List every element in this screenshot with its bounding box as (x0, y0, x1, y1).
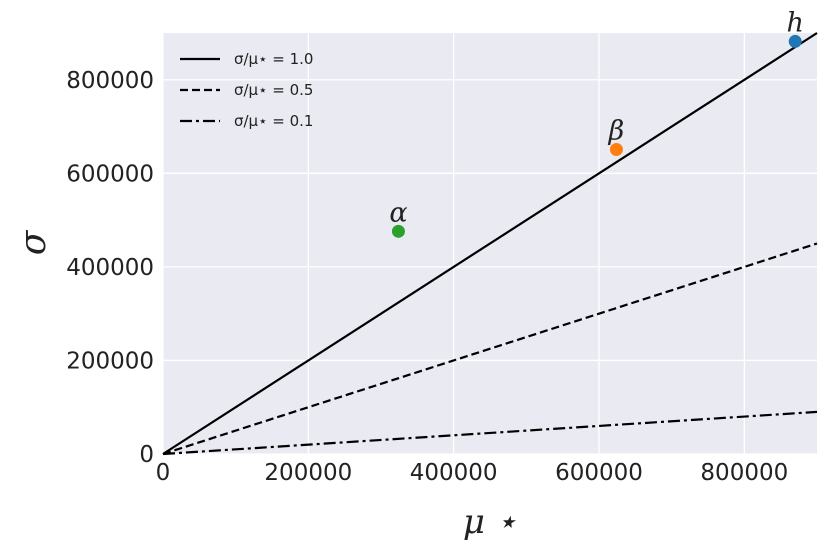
y-tick-label-2: 400000 (66, 255, 154, 281)
x-tick-label-4: 800000 (700, 460, 788, 486)
point-label-2: α (389, 197, 407, 228)
point-label-1: β (608, 115, 625, 146)
data-point-0 (788, 34, 802, 48)
y-axis-label: σ (13, 229, 54, 255)
reference-lines (162, 32, 818, 456)
data-point-2 (391, 224, 405, 238)
reference-line-dashdot (162, 410, 818, 456)
data-point-1 (609, 142, 623, 156)
point-label-0: h (787, 7, 804, 38)
x-tick-label-2: 400000 (410, 460, 498, 486)
reference-line-solid (162, 32, 818, 455)
legend-label-2: σ/μ⋆ = 0.1 (234, 112, 313, 130)
x-axis-label: μ ⋆ (463, 502, 517, 542)
legend: σ/μ⋆ = 1.0 σ/μ⋆ = 0.5 σ/μ⋆ = 0.1 (180, 50, 313, 130)
legend-label-0: σ/μ⋆ = 1.0 (234, 50, 313, 68)
y-tick-label-1: 200000 (66, 348, 154, 374)
y-axis-ticks: 0 200000 400000 600000 800000 (66, 68, 154, 468)
data-points (391, 34, 802, 238)
legend-label-1: σ/μ⋆ = 0.5 (234, 81, 313, 99)
y-tick-label-3: 600000 (66, 161, 154, 187)
x-tick-label-1: 200000 (264, 460, 352, 486)
grid (162, 33, 817, 455)
y-tick-label-4: 800000 (66, 68, 154, 94)
point-labels: h β α (389, 7, 804, 228)
y-tick-label-0: 0 (139, 442, 154, 468)
x-tick-label-0: 0 (156, 460, 171, 486)
x-tick-label-3: 600000 (555, 460, 643, 486)
x-axis-ticks: 0 200000 400000 600000 800000 (156, 460, 789, 486)
reference-line-dashed (162, 242, 818, 456)
